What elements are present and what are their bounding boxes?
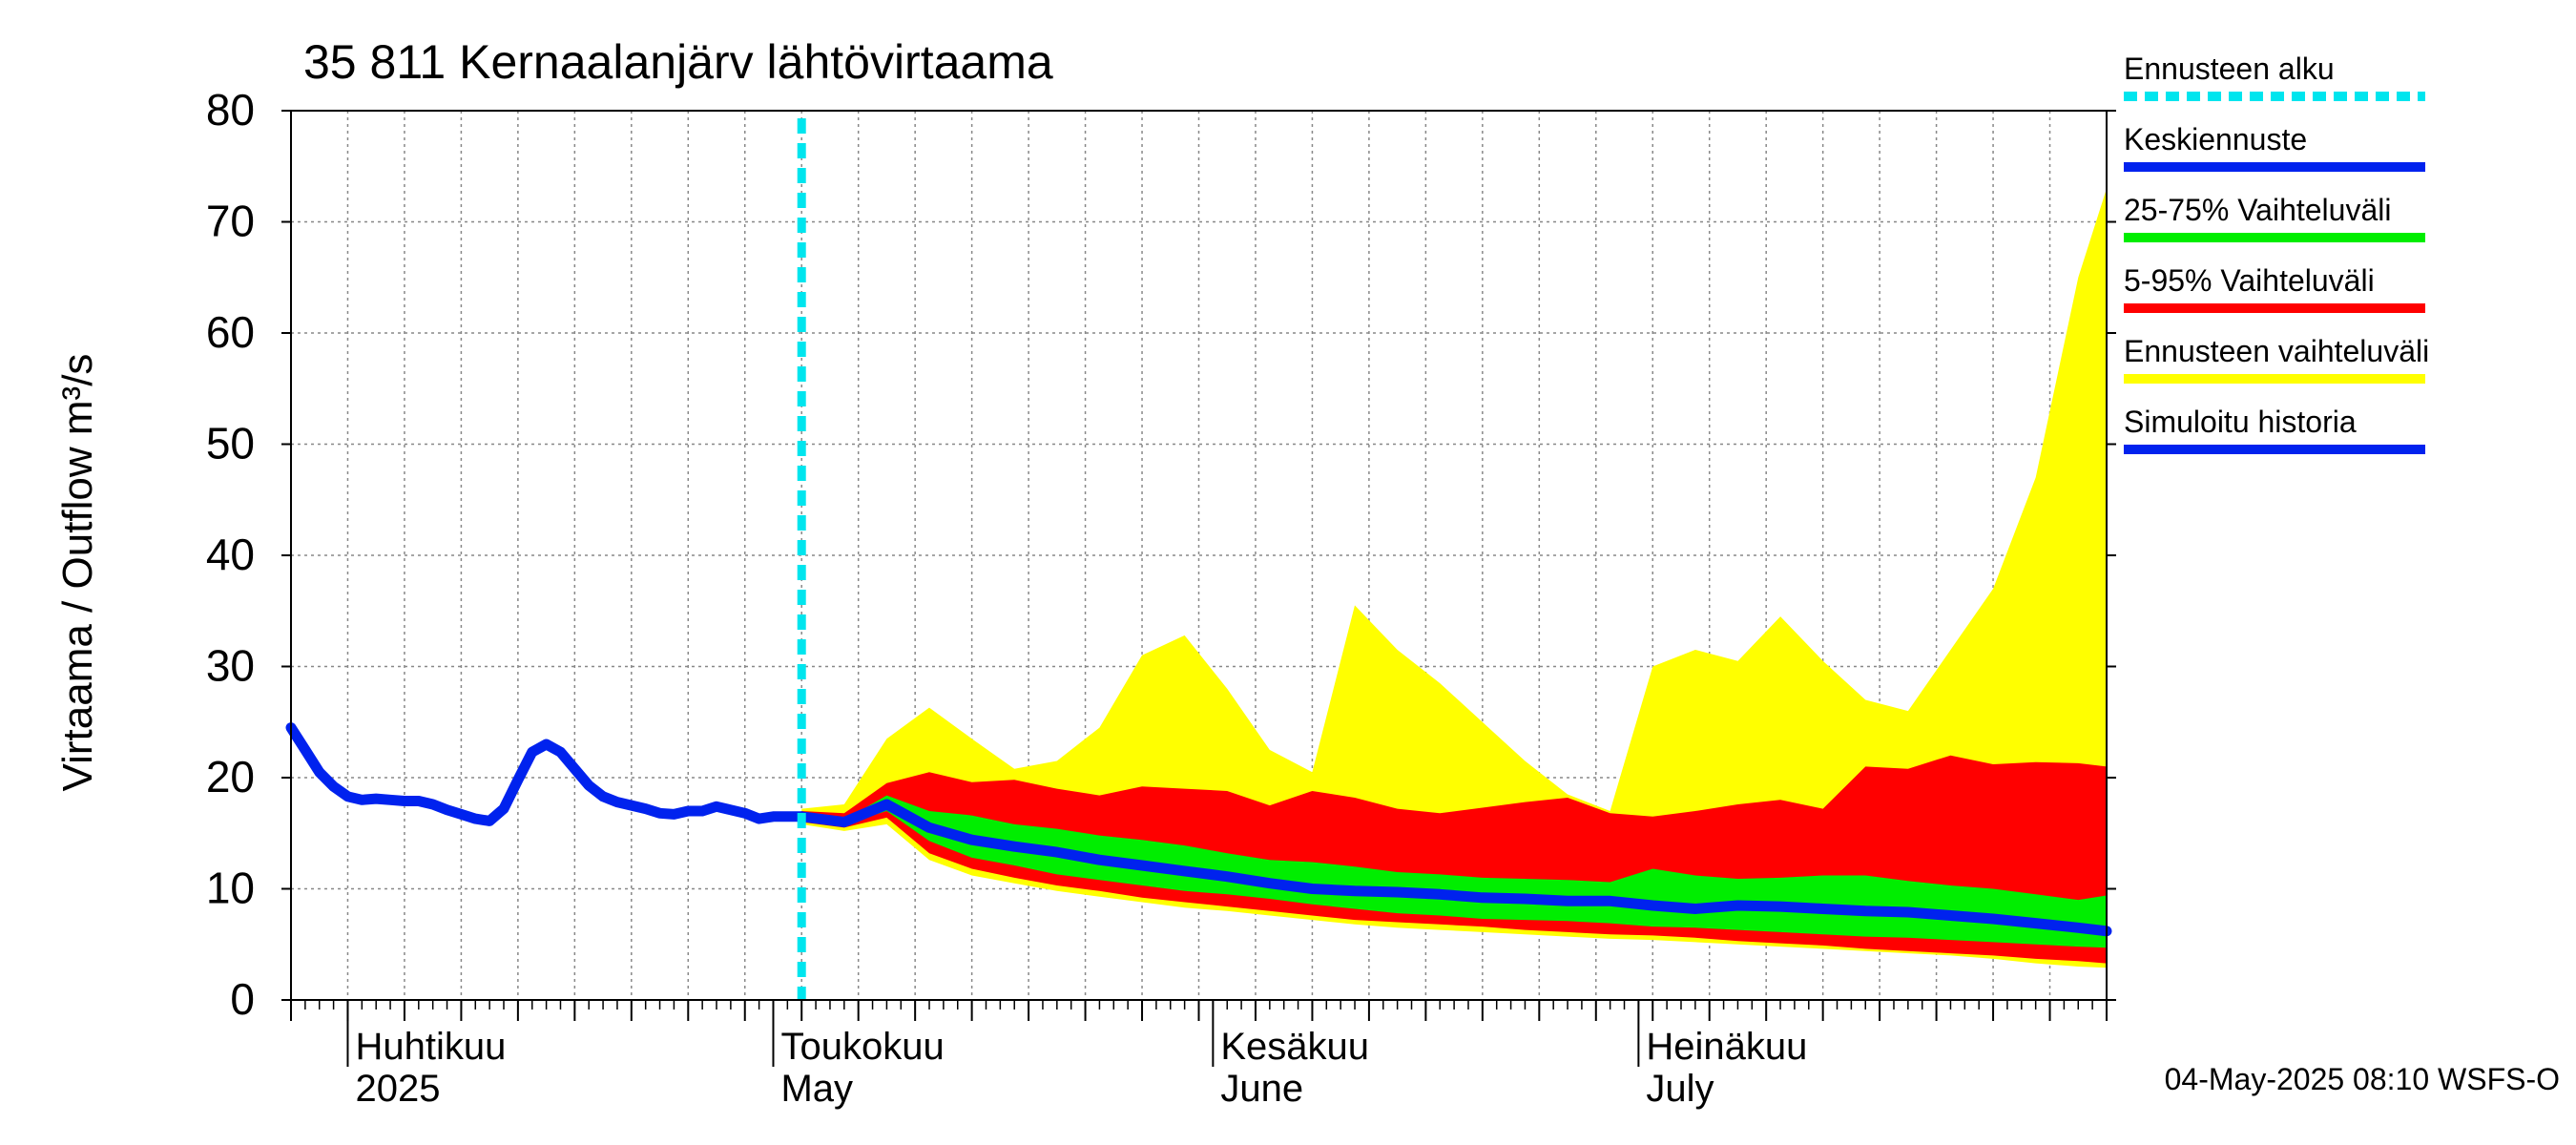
legend-label: Keskiennuste [2124, 122, 2307, 156]
x-month-label-en: 2025 [355, 1068, 440, 1110]
chart-title: 35 811 Kernaalanjärv lähtövirtaama [303, 35, 1053, 89]
legend-label: 25-75% Vaihteluväli [2124, 193, 2391, 227]
x-month-label-en: June [1220, 1068, 1303, 1110]
legend-label: Ennusteen alku [2124, 52, 2335, 86]
legend: Ennusteen alku Keskiennuste 25-75% Vaihtel… [2124, 52, 2429, 454]
y-tick-label: 30 [206, 641, 255, 691]
x-month-label-fi: Huhtikuu [355, 1026, 506, 1068]
y-tick-label: 40 [206, 530, 255, 579]
y-tick-label: 20 [206, 752, 255, 802]
x-month-label-fi: Heinäkuu [1646, 1026, 1807, 1068]
footer-timestamp: 04-May-2025 08:10 WSFS-O [2165, 1062, 2560, 1096]
x-month-label-fi: Toukokuu [780, 1026, 944, 1068]
legend-label: Ennusteen vaihteluväli [2124, 334, 2429, 368]
plot-area [285, 110, 2112, 1001]
legend-label: 5-95% Vaihteluväli [2124, 263, 2375, 298]
x-month-label-en: July [1646, 1068, 1714, 1110]
y-tick-label: 70 [206, 197, 255, 246]
x-month-label-en: May [780, 1068, 853, 1110]
y-tick-label: 50 [206, 419, 255, 468]
x-month-label-fi: Kesäkuu [1220, 1026, 1369, 1068]
simulated-history-line [285, 722, 807, 826]
y-axis-label: Virtaama / Outflow m³/s [54, 354, 101, 792]
median-forecast-line [796, 799, 2112, 937]
y-tick-label: 10 [206, 864, 255, 913]
y-tick-label: 0 [230, 974, 255, 1024]
y-tick-label: 60 [206, 307, 255, 357]
legend-label: Simuloitu historia [2124, 405, 2357, 439]
y-tick-label: 80 [206, 85, 255, 135]
band-full-range [801, 188, 2108, 968]
